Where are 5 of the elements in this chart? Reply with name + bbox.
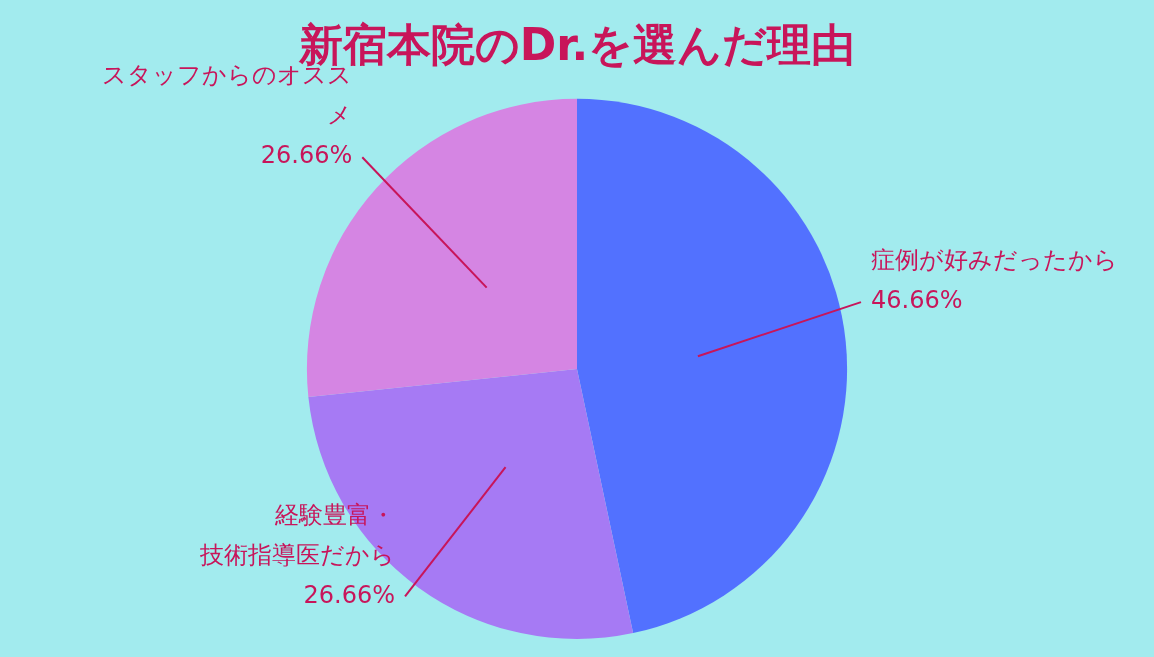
data-label: 26.66% bbox=[260, 141, 353, 170]
data-label: 26.66% bbox=[303, 580, 396, 609]
slice-label: 経験豊富・技術指導医だから bbox=[199, 500, 396, 569]
data-label: 46.66% bbox=[871, 286, 963, 315]
slice-label: 症例が好みだったから bbox=[871, 246, 1118, 275]
